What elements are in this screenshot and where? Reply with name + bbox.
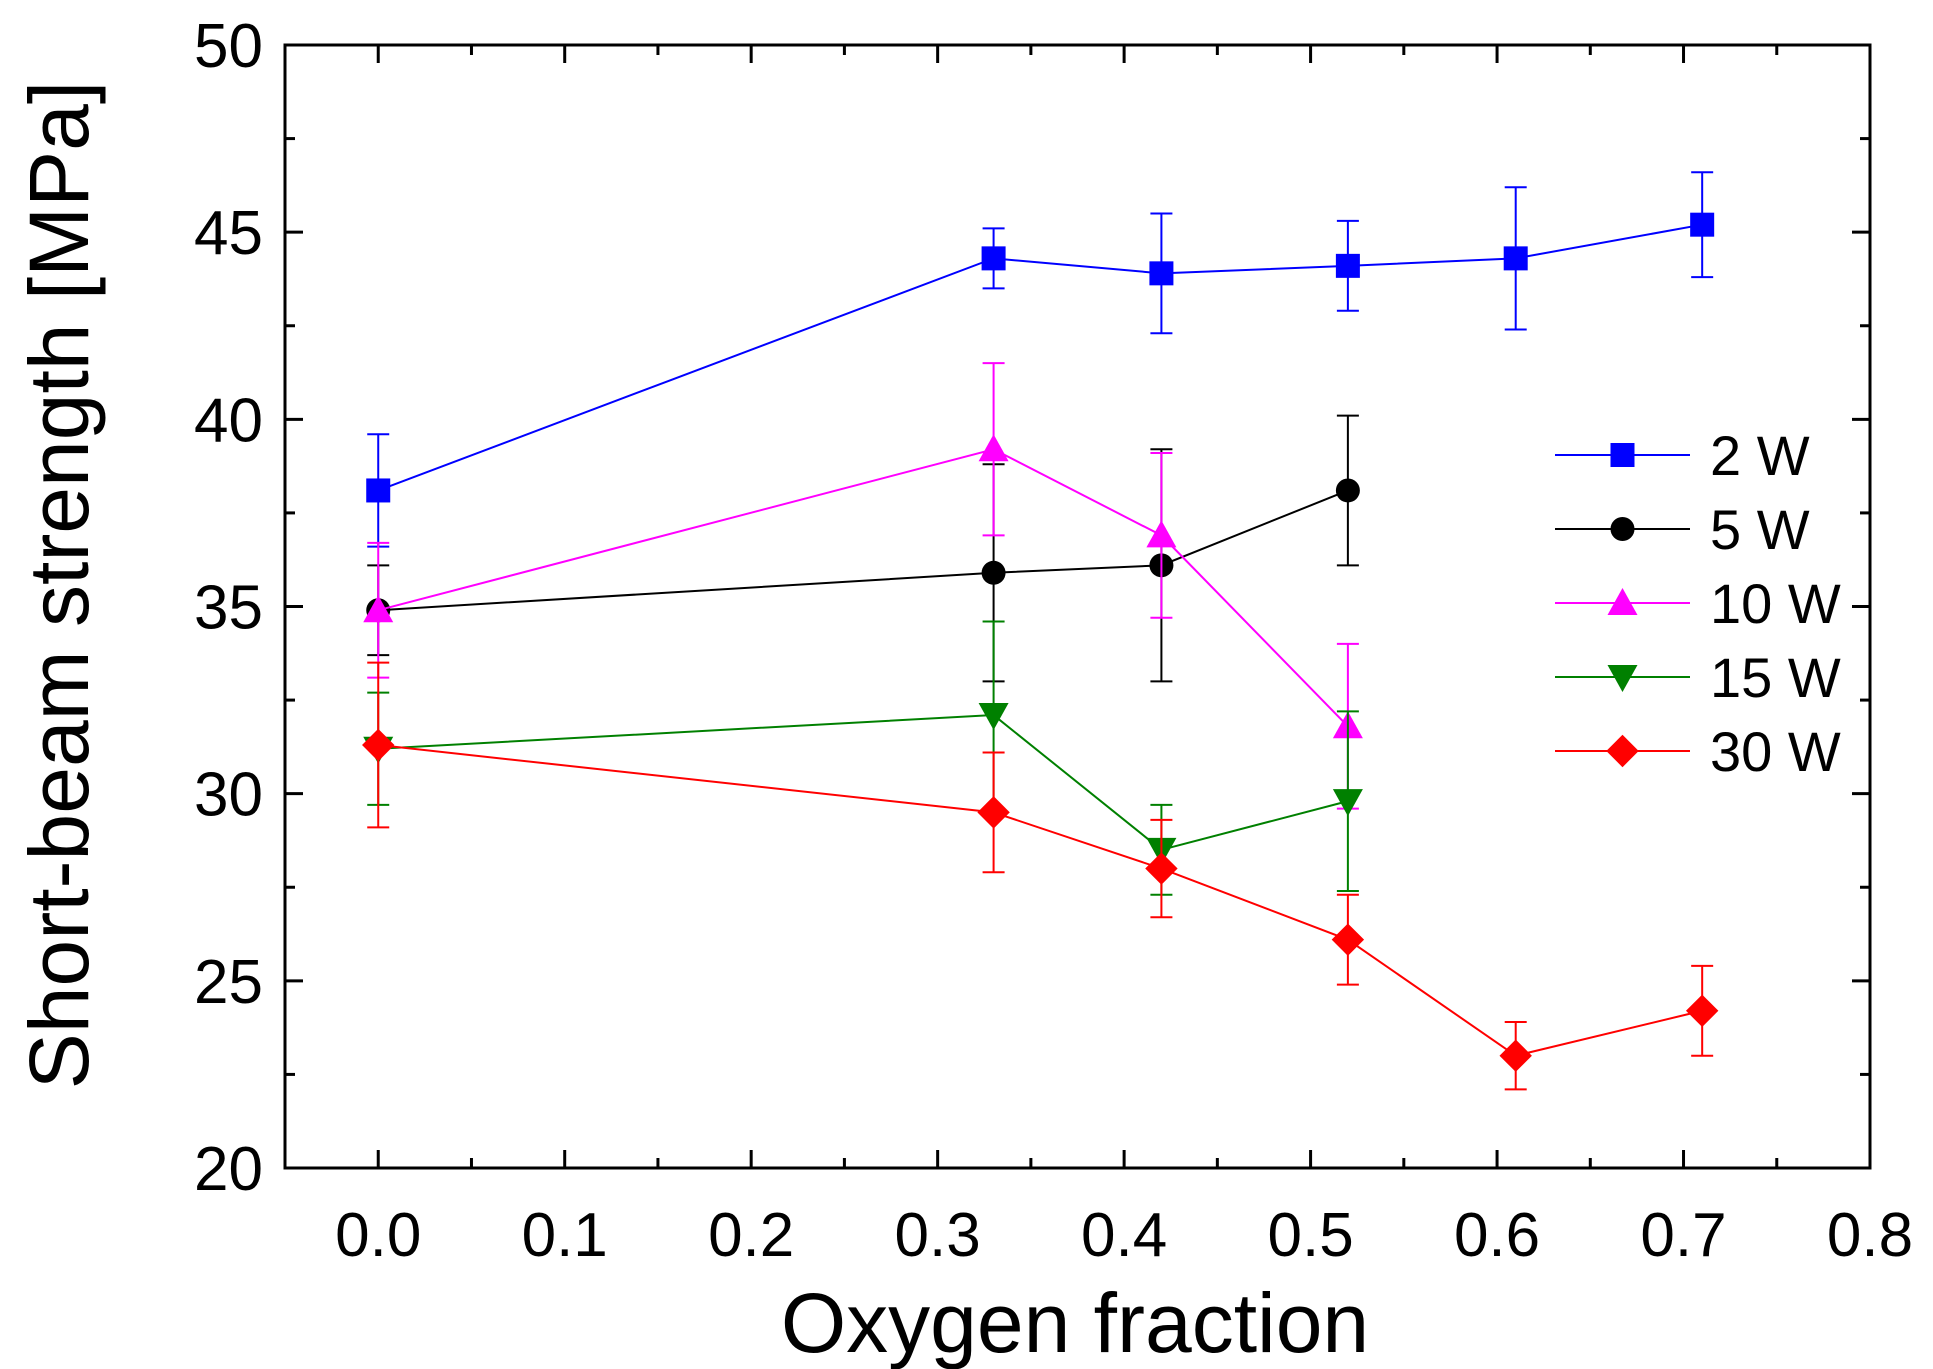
data-point (1149, 261, 1174, 286)
data-point (1503, 246, 1528, 271)
legend-label: 10 W (1710, 572, 1841, 635)
y-tick-label: 45 (194, 199, 263, 268)
y-tick-label: 35 (194, 574, 263, 643)
data-point (1332, 789, 1363, 817)
x-tick-label: 0.1 (522, 1201, 608, 1270)
legend-marker (1610, 443, 1635, 467)
x-tick-label: 0.7 (1640, 1201, 1726, 1270)
data-point (1335, 478, 1360, 503)
data-point (977, 796, 1010, 829)
data-point (1685, 994, 1719, 1027)
series-line (378, 744, 1703, 1057)
data-point (1331, 923, 1365, 956)
legend-item: 15 W (1555, 646, 1841, 709)
x-tick-label: 0.0 (335, 1201, 421, 1270)
x-tick-label: 0.5 (1267, 1201, 1353, 1270)
x-tick-label: 0.8 (1827, 1201, 1913, 1270)
y-tick-label: 25 (194, 948, 263, 1017)
x-tick-label: 0.3 (895, 1201, 981, 1270)
data-point (1499, 1039, 1532, 1072)
series-line (377, 448, 1349, 727)
x-tick-label: 0.6 (1454, 1201, 1540, 1270)
series-layer (362, 171, 1719, 1091)
legend-item: 2 W (1555, 424, 1810, 487)
data-point (363, 595, 394, 623)
legend-label: 15 W (1710, 646, 1841, 709)
legend-label: 2 W (1710, 424, 1810, 487)
axes: 0.0 0.1 0.2 0.3 0.4 0.5 0.6 0.7 0.8 20 25 30 35 40 45 5… (194, 12, 1913, 1270)
series-line (378, 489, 1349, 612)
series-line (377, 223, 1703, 492)
data-point (1146, 520, 1177, 548)
series-2w (366, 171, 1715, 548)
data-point (981, 246, 1006, 271)
data-point (1335, 253, 1360, 278)
y-tick-label: 20 (194, 1135, 263, 1204)
y-tick-label: 40 (194, 386, 263, 455)
data-point (1690, 212, 1715, 237)
x-axis-title: Oxygen fraction (781, 1276, 1369, 1369)
data-point (366, 478, 391, 503)
legend-marker (1606, 734, 1639, 768)
legend-marker (1607, 665, 1638, 692)
series-5w (366, 414, 1360, 683)
legend-label: 5 W (1710, 498, 1810, 561)
x-tick-label: 0.2 (708, 1201, 794, 1270)
series-line (378, 714, 1349, 851)
series-30w (362, 661, 1719, 1091)
legend-item: 10 W (1555, 572, 1841, 635)
legend-marker (1610, 517, 1635, 541)
y-tick-label: 50 (194, 12, 263, 81)
series-15w (363, 620, 1363, 896)
legend-item: 5 W (1555, 498, 1810, 561)
legend: 2 W 5 W 10 W 15 W 30 W (1555, 424, 1841, 783)
data-point (978, 703, 1009, 731)
legend-marker (1607, 588, 1638, 615)
data-point (362, 728, 395, 762)
legend-item: 30 W (1555, 720, 1841, 783)
data-point (981, 560, 1006, 585)
legend-label: 30 W (1710, 720, 1841, 783)
data-point (978, 434, 1009, 462)
y-tick-label: 30 (194, 761, 263, 830)
data-point (1145, 852, 1178, 885)
x-tick-label: 0.4 (1081, 1201, 1167, 1270)
y-axis-title: Short-beam strength [MPa] (12, 81, 106, 1089)
